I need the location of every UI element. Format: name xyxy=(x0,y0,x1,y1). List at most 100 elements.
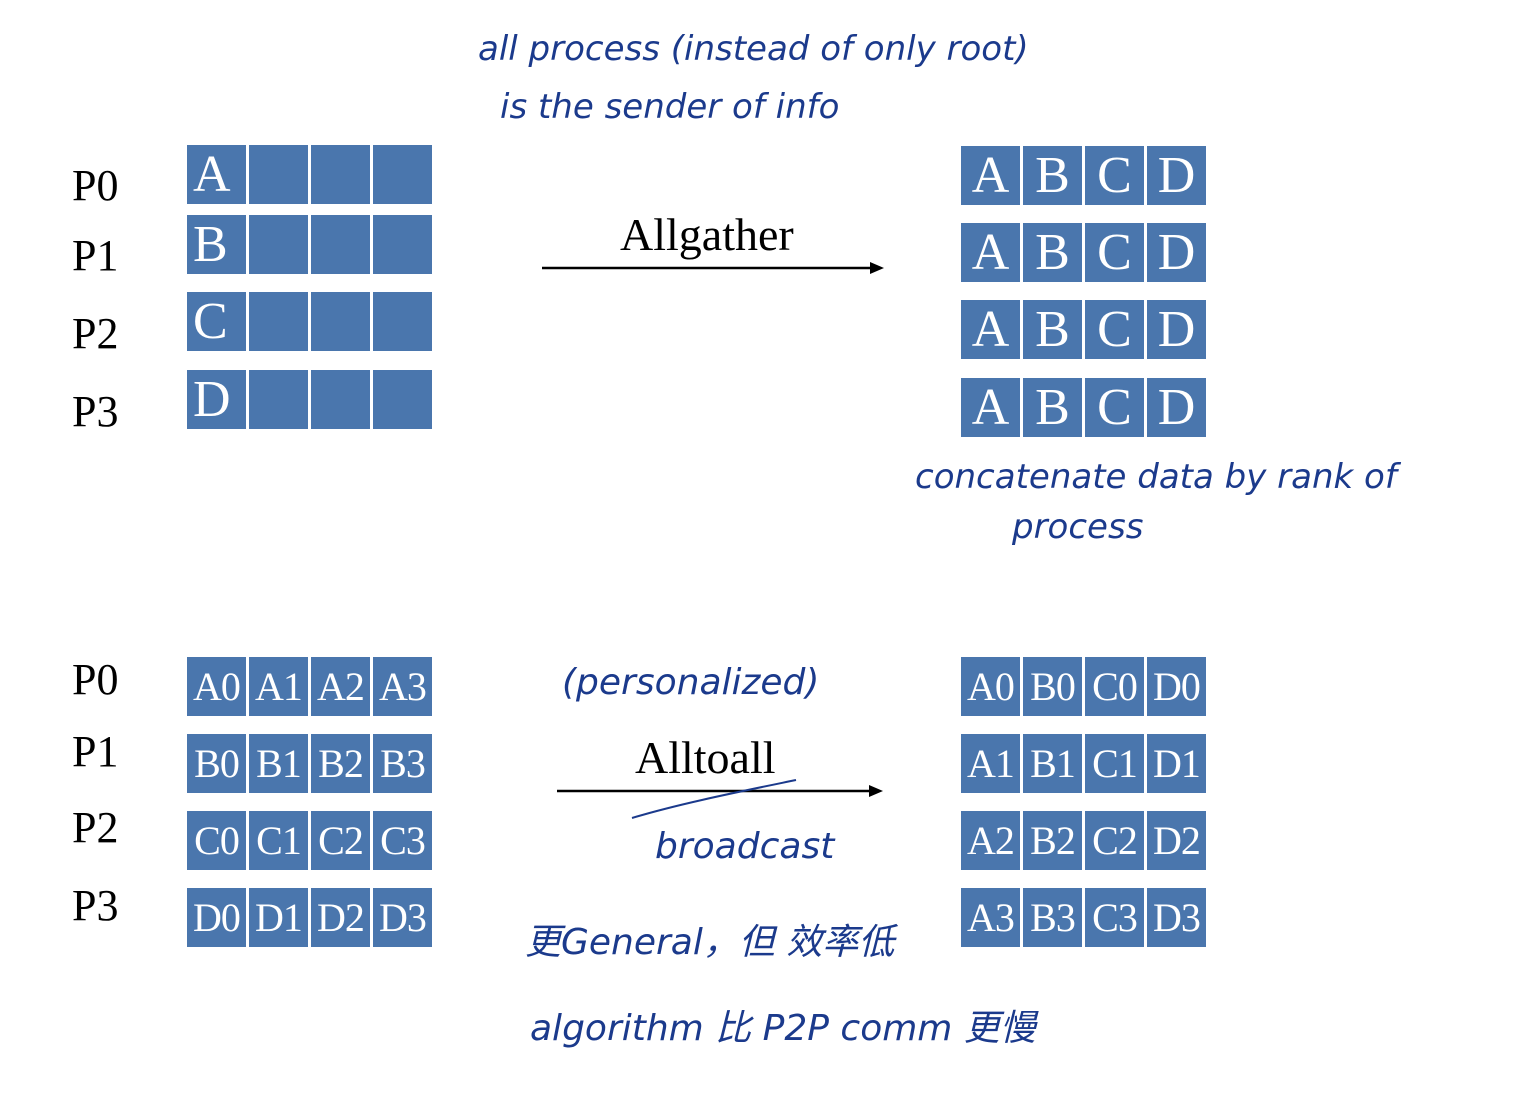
alltoall-input-cell: D0 xyxy=(187,888,246,947)
alltoall-output-cell: D2 xyxy=(1147,811,1206,870)
process-label-p3-allgather: P3 xyxy=(72,387,119,436)
annotation-top-line2: is the sender of info xyxy=(500,87,840,127)
process-label-p3-alltoall: P3 xyxy=(72,881,119,930)
allgather-input-cell xyxy=(373,370,432,429)
allgather-output-row-p1: A B C D xyxy=(961,223,1206,282)
process-label-p1-allgather: P1 xyxy=(72,231,119,280)
allgather-output-cell: A xyxy=(961,378,1020,437)
alltoall-input-cell: A2 xyxy=(311,657,370,716)
allgather-input-cell: B xyxy=(187,215,246,274)
alltoall-output-cell: A0 xyxy=(961,657,1020,716)
allgather-input-cell xyxy=(311,292,370,351)
alltoall-output-cell: A1 xyxy=(961,734,1020,793)
alltoall-output-row-p3: A3 B3 C3 D3 xyxy=(961,888,1206,947)
allgather-output-cell: C xyxy=(1085,378,1144,437)
alltoall-output-cell: A3 xyxy=(961,888,1020,947)
allgather-input-cell xyxy=(249,292,308,351)
alltoall-input-cell: C1 xyxy=(249,811,308,870)
allgather-output-row-p0: A B C D xyxy=(961,146,1206,205)
allgather-output-cell: B xyxy=(1023,223,1082,282)
alltoall-output-cell: B0 xyxy=(1023,657,1082,716)
alltoall-output-row-p2: A2 B2 C2 D2 xyxy=(961,811,1206,870)
allgather-output-cell: A xyxy=(961,300,1020,359)
allgather-input-cell: D xyxy=(187,370,246,429)
alltoall-output-cell: C0 xyxy=(1085,657,1144,716)
allgather-output-cell: B xyxy=(1023,146,1082,205)
alltoall-output-cell: D1 xyxy=(1147,734,1206,793)
annotation-broadcast: broadcast xyxy=(655,826,835,867)
allgather-output-row-p2: A B C D xyxy=(961,300,1206,359)
alltoall-output-row-p1: A1 B1 C1 D1 xyxy=(961,734,1206,793)
annotation-general-line1: 更General，但 效率低 xyxy=(525,922,895,963)
alltoall-label: Alltoall xyxy=(635,732,776,783)
alltoall-output-cell: D3 xyxy=(1147,888,1206,947)
annotation-general-line2: algorithm 比 P2P comm 更慢 xyxy=(530,1008,1036,1049)
allgather-input-cell xyxy=(311,145,370,204)
allgather-output-cell: B xyxy=(1023,378,1082,437)
alltoall-input-row-p1: B0 B1 B2 B3 xyxy=(187,734,432,793)
alltoall-output-cell: B1 xyxy=(1023,734,1082,793)
allgather-output-cell: A xyxy=(961,146,1020,205)
allgather-input-row-p2: C xyxy=(187,292,432,351)
alltoall-input-cell: C3 xyxy=(373,811,432,870)
allgather-output-cell: D xyxy=(1147,223,1206,282)
allgather-input-cell: C xyxy=(187,292,246,351)
alltoall-output-cell: B3 xyxy=(1023,888,1082,947)
alltoall-output-cell: C1 xyxy=(1085,734,1144,793)
alltoall-input-row-p2: C0 C1 C2 C3 xyxy=(187,811,432,870)
alltoall-output-cell: C2 xyxy=(1085,811,1144,870)
allgather-output-cell: D xyxy=(1147,300,1206,359)
alltoall-input-cell: A3 xyxy=(373,657,432,716)
allgather-label: Allgather xyxy=(620,209,794,260)
allgather-output-cell: C xyxy=(1085,146,1144,205)
allgather-input-row-p0: A xyxy=(187,145,432,204)
alltoall-input-cell: A1 xyxy=(249,657,308,716)
allgather-output-cell: B xyxy=(1023,300,1082,359)
allgather-input-cell xyxy=(249,145,308,204)
alltoall-input-cell: B0 xyxy=(187,734,246,793)
allgather-input-cell xyxy=(311,215,370,274)
allgather-output-cell: A xyxy=(961,223,1020,282)
allgather-input-row-p1: B xyxy=(187,215,432,274)
alltoall-output-row-p0: A0 B0 C0 D0 xyxy=(961,657,1206,716)
allgather-input-cell xyxy=(249,370,308,429)
alltoall-input-row-p0: A0 A1 A2 A3 xyxy=(187,657,432,716)
allgather-input-cell xyxy=(373,145,432,204)
alltoall-input-cell: D3 xyxy=(373,888,432,947)
allgather-arrow xyxy=(542,262,884,274)
allgather-input-cell: A xyxy=(187,145,246,204)
annotation-concat-line1: concatenate data by rank of xyxy=(915,457,1397,497)
allgather-output-cell: D xyxy=(1147,146,1206,205)
allgather-input-cell xyxy=(373,292,432,351)
process-label-p2-allgather: P2 xyxy=(72,309,119,358)
process-label-p1-alltoall: P1 xyxy=(72,727,119,776)
process-label-p0-allgather: P0 xyxy=(72,161,119,210)
alltoall-input-cell: D2 xyxy=(311,888,370,947)
allgather-output-cell: C xyxy=(1085,300,1144,359)
alltoall-output-cell: A2 xyxy=(961,811,1020,870)
annotation-personalized: (personalized) xyxy=(562,662,820,703)
alltoall-input-cell: B2 xyxy=(311,734,370,793)
alltoall-input-cell: C2 xyxy=(311,811,370,870)
alltoall-output-cell: D0 xyxy=(1147,657,1206,716)
alltoall-input-cell: B3 xyxy=(373,734,432,793)
alltoall-input-row-p3: D0 D1 D2 D3 xyxy=(187,888,432,947)
alltoall-strike-stroke xyxy=(631,779,797,819)
allgather-output-cell: C xyxy=(1085,223,1144,282)
allgather-output-cell: D xyxy=(1147,378,1206,437)
alltoall-input-cell: D1 xyxy=(249,888,308,947)
alltoall-input-cell: C0 xyxy=(187,811,246,870)
alltoall-input-cell: B1 xyxy=(249,734,308,793)
annotation-concat-line2: process xyxy=(1012,507,1144,547)
allgather-output-row-p3: A B C D xyxy=(961,378,1206,437)
process-label-p0-alltoall: P0 xyxy=(72,655,119,704)
allgather-input-cell xyxy=(249,215,308,274)
alltoall-output-cell: B2 xyxy=(1023,811,1082,870)
allgather-input-cell xyxy=(373,215,432,274)
process-label-p2-alltoall: P2 xyxy=(72,803,119,852)
alltoall-output-cell: C3 xyxy=(1085,888,1144,947)
alltoall-arrow xyxy=(557,785,883,797)
annotation-top-line1: all process (instead of only root) xyxy=(478,29,1029,69)
alltoall-input-cell: A0 xyxy=(187,657,246,716)
allgather-input-row-p3: D xyxy=(187,370,432,429)
